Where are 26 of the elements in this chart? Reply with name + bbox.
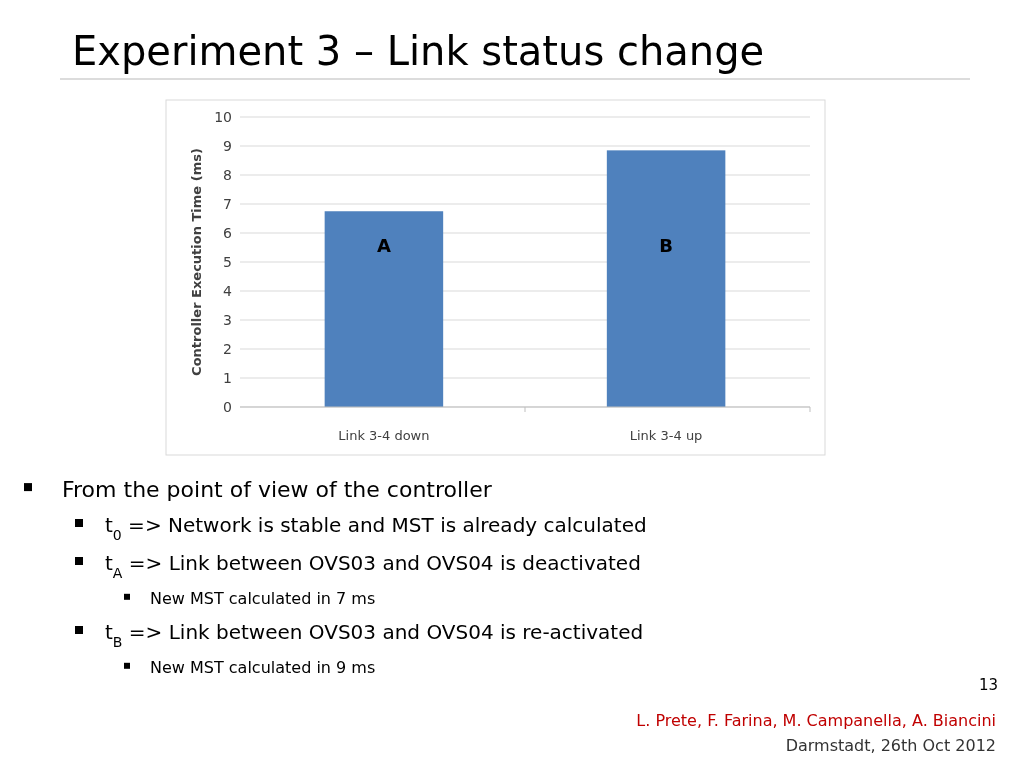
y-tick-label: 4	[223, 283, 233, 299]
annotation: B	[659, 235, 673, 256]
text: From the point of view of the controller	[62, 477, 493, 502]
x-tick-label: Link 3-4 up	[629, 428, 703, 443]
y-tick-label: 6	[223, 225, 233, 241]
y-tick-label: 8	[223, 167, 232, 183]
text: t$_{0}$ => Network is stable and MST is already calculated	[105, 513, 647, 543]
text: t$_{B}$ => Link between OVS03 and OVS04 is re-activated	[105, 620, 644, 650]
x-tick-label: Link 3-4 down	[338, 428, 430, 443]
y-tick-label: 3	[223, 312, 232, 328]
text: 13	[978, 676, 998, 694]
y-axis-title: Controller Execution Time (ms)	[189, 148, 204, 376]
text: Darmstadt, 26th Oct 2012	[785, 736, 996, 755]
text: New MST calculated in 7 ms	[150, 589, 376, 608]
y-tick-label: 1	[223, 370, 232, 386]
text: New MST calculated in 9 ms	[150, 658, 376, 677]
y-tick-label: 5	[223, 254, 232, 270]
y-tick-label: 9	[223, 138, 232, 154]
chart-title: Experiment 3 – Link status change	[72, 28, 765, 74]
text: t$_{A}$ => Link between OVS03 and OVS04 is deactivated	[105, 551, 641, 581]
y-tick-label: 2	[223, 341, 232, 357]
y-tick-label: 7	[223, 196, 232, 212]
text: L. Prete, F. Farina, M. Campanella, A. Biancini	[636, 711, 996, 730]
annotation: A	[376, 235, 391, 256]
y-tick-label: 10	[214, 109, 232, 125]
y-tick-label: 0	[223, 399, 232, 415]
